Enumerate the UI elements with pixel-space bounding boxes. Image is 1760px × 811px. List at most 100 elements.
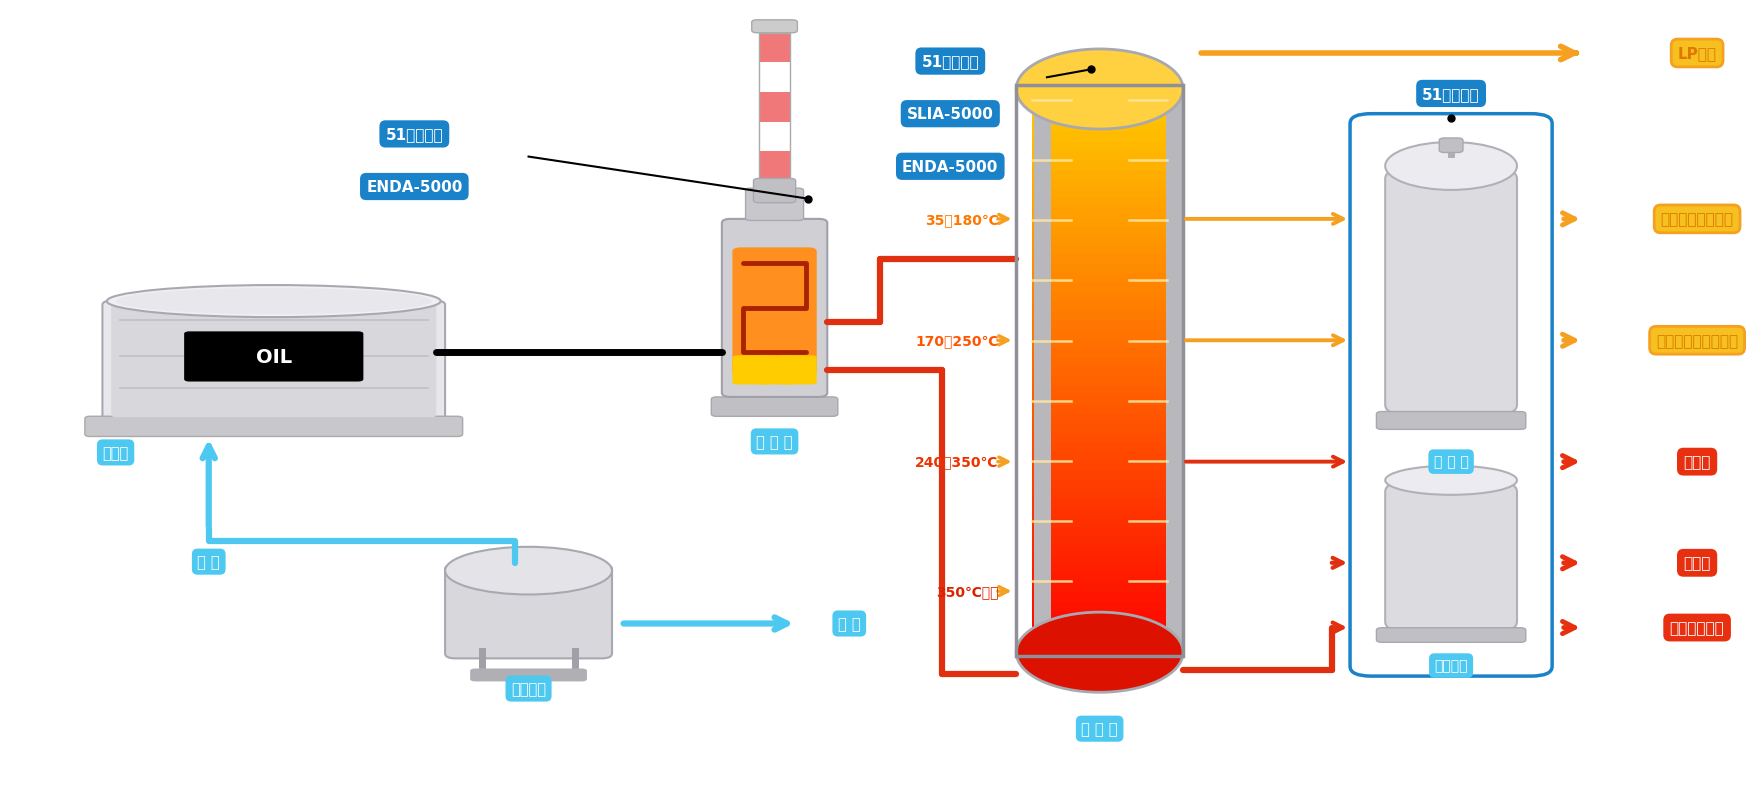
Bar bbox=[1031, 517, 1167, 530]
Text: ガソリン・ナフサ: ガソリン・ナフサ bbox=[1661, 212, 1734, 227]
FancyBboxPatch shape bbox=[1385, 483, 1517, 632]
Bar bbox=[1031, 602, 1167, 614]
Bar bbox=[1031, 414, 1167, 427]
Bar bbox=[1031, 302, 1167, 314]
FancyBboxPatch shape bbox=[470, 668, 588, 681]
Bar bbox=[1031, 405, 1167, 417]
Text: 軽　油: 軽 油 bbox=[1683, 455, 1711, 470]
Bar bbox=[1031, 208, 1167, 220]
FancyBboxPatch shape bbox=[1385, 169, 1517, 415]
Bar bbox=[1031, 246, 1167, 257]
Bar bbox=[1031, 499, 1167, 511]
FancyBboxPatch shape bbox=[185, 332, 363, 382]
Ellipse shape bbox=[1385, 143, 1517, 191]
Bar bbox=[759, 93, 790, 122]
Bar bbox=[1031, 199, 1167, 211]
Bar bbox=[1033, 86, 1051, 649]
Bar bbox=[1031, 293, 1167, 304]
Bar bbox=[1031, 217, 1167, 230]
Bar bbox=[1031, 339, 1167, 351]
FancyBboxPatch shape bbox=[711, 397, 838, 417]
Bar bbox=[1031, 170, 1167, 182]
Text: 350℃以上: 350℃以上 bbox=[936, 585, 998, 599]
FancyBboxPatch shape bbox=[778, 356, 817, 385]
Bar bbox=[1031, 620, 1167, 633]
FancyBboxPatch shape bbox=[445, 564, 612, 659]
Bar bbox=[1031, 86, 1167, 98]
Text: 35～180℃: 35～180℃ bbox=[926, 212, 998, 226]
Bar bbox=[1031, 311, 1167, 323]
Text: 触 媒 塔: 触 媒 塔 bbox=[1434, 455, 1468, 469]
Text: 水添脱硫: 水添脱硫 bbox=[1434, 659, 1468, 673]
Text: ENDA-5000: ENDA-5000 bbox=[903, 160, 998, 174]
Bar bbox=[1031, 255, 1167, 267]
Bar bbox=[1031, 564, 1167, 576]
Bar bbox=[1031, 573, 1167, 586]
FancyBboxPatch shape bbox=[732, 248, 817, 376]
Bar bbox=[1031, 264, 1167, 277]
Bar bbox=[1031, 190, 1167, 201]
Bar bbox=[1031, 611, 1167, 623]
Text: 重　油: 重 油 bbox=[1683, 556, 1711, 571]
Bar bbox=[759, 152, 790, 182]
Bar bbox=[1031, 114, 1167, 127]
Bar bbox=[1031, 180, 1167, 192]
Bar bbox=[1031, 236, 1167, 248]
Text: 蒸 留 塔: 蒸 留 塔 bbox=[1081, 721, 1118, 736]
Bar bbox=[1031, 124, 1167, 135]
FancyBboxPatch shape bbox=[1440, 139, 1463, 153]
Bar bbox=[1031, 639, 1167, 651]
Bar bbox=[1031, 424, 1167, 436]
Bar bbox=[1031, 593, 1167, 604]
Bar bbox=[1031, 358, 1167, 370]
FancyBboxPatch shape bbox=[1350, 114, 1552, 676]
FancyBboxPatch shape bbox=[753, 179, 796, 204]
Ellipse shape bbox=[1385, 466, 1517, 496]
Bar bbox=[1031, 283, 1167, 295]
Bar bbox=[1031, 480, 1167, 491]
Text: 240～350℃: 240～350℃ bbox=[915, 455, 998, 469]
Bar bbox=[1031, 470, 1167, 483]
FancyBboxPatch shape bbox=[102, 302, 445, 421]
FancyBboxPatch shape bbox=[746, 189, 804, 221]
Bar bbox=[1031, 433, 1167, 445]
Bar bbox=[1031, 227, 1167, 238]
FancyBboxPatch shape bbox=[722, 220, 827, 397]
Bar bbox=[1031, 349, 1167, 361]
FancyBboxPatch shape bbox=[1376, 628, 1526, 642]
Bar bbox=[1031, 367, 1167, 380]
Text: 加 熱 炉: 加 熱 炉 bbox=[757, 435, 792, 449]
FancyBboxPatch shape bbox=[1376, 412, 1526, 430]
Bar bbox=[1031, 152, 1167, 164]
Bar bbox=[1031, 527, 1167, 539]
Bar bbox=[1031, 96, 1167, 107]
Bar bbox=[759, 63, 790, 93]
Text: 51シリーズ: 51シリーズ bbox=[385, 127, 444, 142]
Ellipse shape bbox=[445, 547, 612, 594]
Bar bbox=[1031, 274, 1167, 285]
Bar bbox=[1031, 461, 1167, 473]
Text: 51シリーズ: 51シリーズ bbox=[922, 54, 979, 70]
Bar bbox=[1031, 536, 1167, 548]
Text: 170～250℃: 170～250℃ bbox=[915, 334, 998, 348]
Bar bbox=[1031, 133, 1167, 145]
Bar bbox=[759, 34, 790, 212]
Bar bbox=[1031, 143, 1167, 154]
Bar bbox=[1165, 86, 1183, 649]
Text: アスファルト: アスファルト bbox=[1670, 620, 1725, 635]
Ellipse shape bbox=[107, 285, 440, 318]
FancyBboxPatch shape bbox=[752, 21, 797, 34]
Ellipse shape bbox=[1016, 612, 1183, 693]
Bar bbox=[1031, 377, 1167, 388]
Bar bbox=[1031, 330, 1167, 341]
Ellipse shape bbox=[1016, 50, 1183, 130]
Bar bbox=[759, 182, 790, 212]
Text: OIL: OIL bbox=[255, 348, 292, 367]
Bar bbox=[1031, 508, 1167, 520]
Text: LPガス: LPガス bbox=[1677, 46, 1716, 62]
FancyBboxPatch shape bbox=[84, 417, 463, 437]
Text: 灯油・ジェット燃料: 灯油・ジェット燃料 bbox=[1656, 333, 1739, 349]
Text: ENDA-5000: ENDA-5000 bbox=[366, 180, 463, 195]
Bar bbox=[1031, 489, 1167, 501]
Bar bbox=[1031, 443, 1167, 454]
